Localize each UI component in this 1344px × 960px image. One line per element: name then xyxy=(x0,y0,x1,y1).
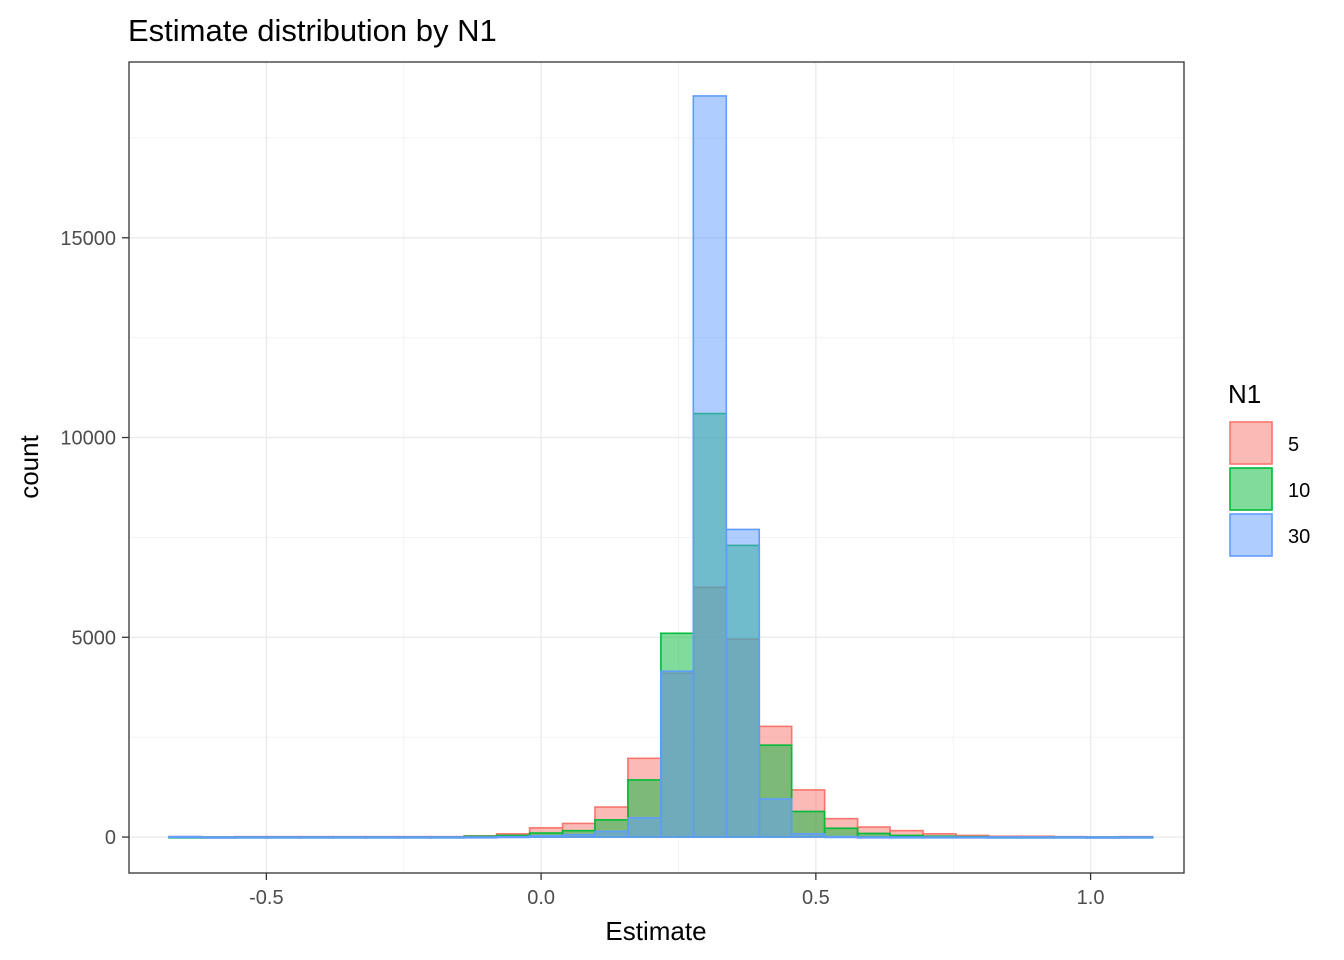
bar-30 xyxy=(200,836,236,839)
legend-label-30: 30 xyxy=(1288,526,1310,548)
legend-label-10: 10 xyxy=(1288,480,1310,502)
bar-30 xyxy=(495,835,531,839)
legend: N1 5 10 30 xyxy=(1228,379,1310,557)
bar-30 xyxy=(430,836,465,839)
x-tick-label: -0.5 xyxy=(249,887,283,909)
bar-30 xyxy=(823,835,859,839)
bar-30 xyxy=(987,836,1023,839)
bar-30 xyxy=(299,836,334,839)
bar-30 xyxy=(856,836,891,839)
bar-10 xyxy=(823,827,859,838)
bar-30 xyxy=(1118,836,1154,839)
bar-30 xyxy=(266,836,301,839)
bar-30 xyxy=(528,835,564,838)
y-tick-label: 5000 xyxy=(72,627,117,649)
bar-30 xyxy=(332,836,367,839)
x-tick-label: 0.5 xyxy=(802,887,830,909)
legend-title: N1 xyxy=(1228,379,1261,409)
legend-key-5 xyxy=(1229,421,1273,465)
bar-30 xyxy=(1053,836,1088,839)
bar-30 xyxy=(594,830,629,838)
y-tick-label: 0 xyxy=(105,827,116,849)
bar-30 xyxy=(233,836,269,839)
bar-30 xyxy=(463,836,498,839)
bar-30 xyxy=(955,836,990,839)
bar-30 xyxy=(790,833,826,838)
bar-30 xyxy=(627,817,662,838)
x-axis: -0.5 0.0 0.5 1.0 xyxy=(249,873,1104,909)
x-tick-label: 1.0 xyxy=(1077,887,1105,909)
grid xyxy=(128,62,1184,873)
bar-30 xyxy=(397,836,433,839)
y-tick-label: 10000 xyxy=(60,428,116,450)
bar-30 xyxy=(1020,836,1056,839)
series-30 xyxy=(168,95,1154,839)
bars xyxy=(168,95,1154,839)
y-axis-title: count xyxy=(14,434,44,498)
legend-key-10 xyxy=(1229,467,1273,511)
panel-border xyxy=(128,61,1185,874)
bar-30 xyxy=(561,833,596,838)
bar-30 xyxy=(692,95,728,838)
bar-30 xyxy=(758,798,793,838)
y-tick-label: 15000 xyxy=(60,228,116,250)
x-tick-label: 0.0 xyxy=(527,887,555,909)
bar-30 xyxy=(889,836,924,839)
x-axis-title: Estimate xyxy=(605,916,706,946)
bar-30 xyxy=(365,836,400,839)
bar-30 xyxy=(725,528,761,838)
bar-30 xyxy=(922,836,957,839)
bar-30 xyxy=(168,835,203,839)
legend-label-5: 5 xyxy=(1288,434,1299,456)
y-axis: 0 5000 10000 15000 xyxy=(60,228,129,849)
legend-key-30 xyxy=(1229,513,1273,557)
bar-30 xyxy=(1085,836,1121,839)
bar-30 xyxy=(660,670,695,838)
chart-title: Estimate distribution by N1 xyxy=(128,13,497,48)
